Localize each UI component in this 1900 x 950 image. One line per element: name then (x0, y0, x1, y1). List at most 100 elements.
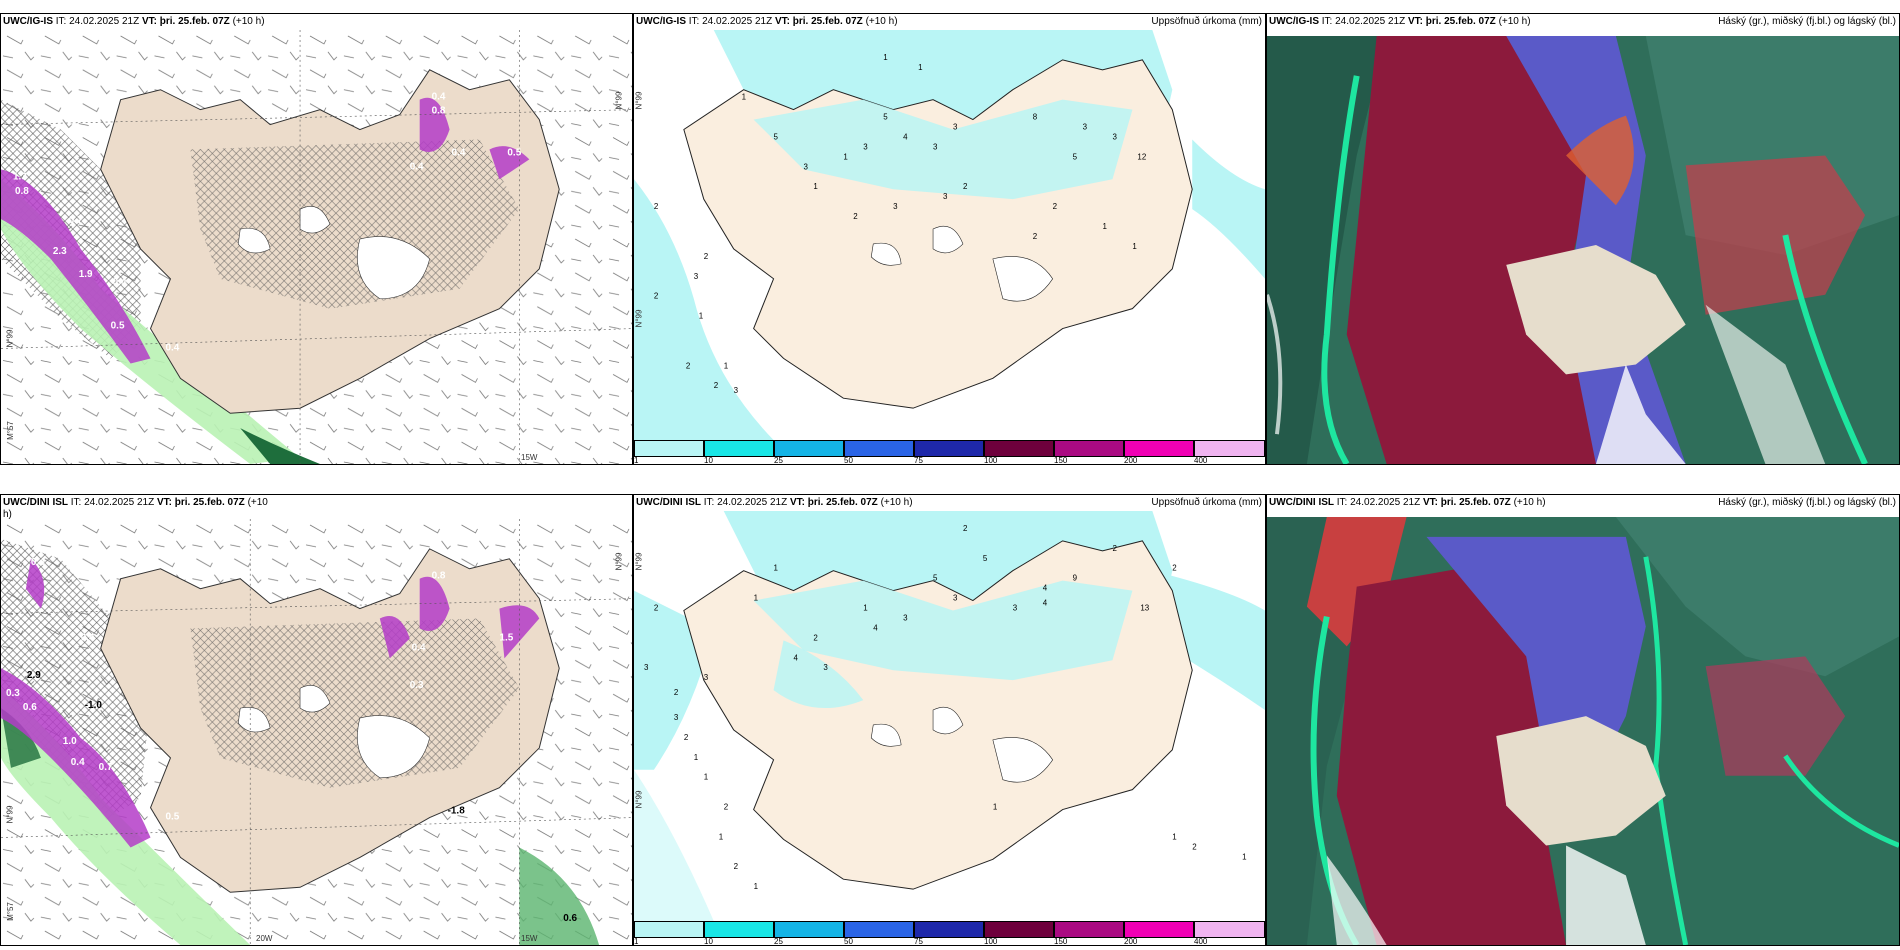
lead-time: (+10 h) (1498, 16, 1531, 27)
axis-label: 20W (256, 934, 273, 943)
precip-value: 2 (963, 182, 968, 191)
precip-value: 2 (734, 862, 739, 871)
colorbar-swatch (774, 440, 844, 457)
temp-label: 2.9 (27, 670, 41, 681)
colorbar-label: 150 (1054, 937, 1068, 946)
precip-value: 3 (644, 663, 649, 672)
valid-time: VT: þri. 25.feb. 07Z (774, 16, 863, 27)
precip-value: 1 (883, 53, 888, 62)
precip-value: 5 (883, 113, 888, 122)
precip-value: 1 (699, 312, 704, 321)
valid-time: VT: þri. 25.feb. 07Z (141, 16, 230, 27)
temp-label: 0.5 (165, 812, 179, 823)
panel-title: UWC/IG-IS IT: 24.02.2025 21Z VT: þri. 25… (1269, 16, 1531, 28)
panel-dini-precip: UWC/DINI ISL IT: 24.02.2025 21Z VT: þri.… (633, 494, 1266, 946)
precip-value: 1 (1172, 832, 1177, 841)
precip-value: 5 (933, 574, 938, 583)
panel-dini-clouds: UWC/DINI ISL IT: 24.02.2025 21Z VT: þri.… (1266, 494, 1900, 946)
precip-value: 3 (803, 162, 808, 171)
colorbar-swatch (704, 921, 774, 938)
lead-time: (+10 h) (880, 497, 913, 508)
colorbar-label: 200 (1124, 937, 1138, 946)
precip-value: 3 (694, 272, 699, 281)
precip-value: 2 (714, 381, 719, 390)
colorbar-swatch (634, 921, 704, 938)
temp-label: -1.8 (448, 806, 466, 817)
precip-value: 5 (774, 132, 779, 141)
map-area: 2 2 1 1 5 9 5 3 4 3 13 4 2 3 4 1 2 3 2 1 (634, 511, 1265, 921)
panel-title: UWC/IG-IS IT: 24.02.2025 21Z VT: þri. 25… (3, 16, 265, 28)
precip-value: 1 (863, 604, 868, 613)
colorbar-swatch (984, 921, 1054, 938)
colorbar-swatch (914, 440, 984, 457)
precip-value: 1 (918, 63, 923, 72)
precip-value: 2 (1053, 202, 1058, 211)
precip-value: 1 (719, 832, 724, 841)
colorbar-label: 10 (704, 456, 713, 465)
colorbar-swatch (1124, 440, 1194, 457)
temp-label: 0.4 (81, 632, 95, 643)
axis-label: N°99 (634, 552, 644, 571)
colorbar-label: 50 (844, 937, 853, 946)
lead-time: (+10 h) (232, 16, 265, 27)
precip-value: 2 (674, 688, 679, 697)
panel-title: UWC/DINI ISL IT: 24.02.2025 21Z VT: þri.… (3, 497, 268, 521)
precip-value: 4 (1043, 584, 1048, 593)
model-name: UWC/IG-IS (636, 16, 686, 27)
temp-label: 0.7 (99, 762, 113, 773)
panel-dini-wind: UWC/DINI ISL IT: 24.02.2025 21Z VT: þri.… (0, 494, 633, 946)
axis-label: 15W (521, 453, 538, 462)
lead-time: (+10 h) (1513, 497, 1546, 508)
precip-value: 2 (686, 361, 691, 370)
panel-title: UWC/IG-IS IT: 24.02.2025 21Z VT: þri. 25… (636, 16, 898, 28)
valid-time: VT: þri. 25.feb. 07Z (1422, 497, 1511, 508)
precip-value: 2 (704, 252, 709, 261)
precip-value: 4 (873, 623, 878, 632)
axis-label: N°99 (634, 309, 644, 328)
precip-value: 3 (823, 663, 828, 672)
precip-colorbar: 1 10 25 50 75 100 150 200 400 (634, 921, 1265, 945)
axis-label: N°99 (5, 805, 15, 824)
precip-value: 2 (1033, 232, 1038, 241)
axis-label: N°99 (634, 91, 644, 110)
precip-value: 2 (654, 202, 659, 211)
precip-value: 2 (654, 604, 659, 613)
axis-label: N°99 (5, 329, 15, 348)
precip-value: 1 (993, 803, 998, 812)
colorbar-swatch (1194, 440, 1265, 457)
precip-value: 1 (1242, 852, 1247, 861)
colorbar-label: 400 (1194, 937, 1208, 946)
init-time: IT: 24.02.2025 21Z (70, 497, 155, 508)
precip-value: 2 (813, 633, 818, 642)
model-name: UWC/DINI ISL (3, 497, 68, 508)
precip-value: 2 (654, 292, 659, 301)
precip-value: 3 (953, 123, 958, 132)
temp-label: 0.4 (452, 147, 466, 158)
temp-label: 0.4 (71, 757, 85, 768)
precip-value: 1 (813, 182, 818, 191)
precip-value: 13 (1140, 604, 1149, 613)
init-time: IT: 24.02.2025 21Z (1336, 497, 1421, 508)
map-area (1267, 36, 1899, 464)
product-title: Uppsöfnuð úrkoma (mm) (1151, 16, 1262, 27)
product-title: Háský (gr.), miðský (fj.bl.) og lágský (… (1718, 16, 1896, 27)
precip-value: 3 (1013, 604, 1018, 613)
colorbar-swatch (1124, 921, 1194, 938)
temp-label: 1.9 (79, 269, 93, 280)
precip-value: 1 (1103, 222, 1108, 231)
colorbar-swatch (914, 921, 984, 938)
init-time: IT: 24.02.2025 21Z (688, 16, 773, 27)
init-time: IT: 24.02.2025 21Z (55, 16, 140, 27)
precip-value: 2 (1112, 544, 1117, 553)
init-time: IT: 24.02.2025 21Z (1321, 16, 1406, 27)
colorbar-swatch (1194, 921, 1265, 938)
colorbar-label: 400 (1194, 456, 1208, 465)
panel-ig-is-wind: UWC/IG-IS IT: 24.02.2025 21Z VT: þri. 25… (0, 13, 633, 465)
valid-time: VT: þri. 25.feb. 07Z (156, 497, 245, 508)
valid-time: VT: þri. 25.feb. 07Z (789, 497, 878, 508)
colorbar-label: 150 (1054, 456, 1068, 465)
product-title: Háský (gr.), miðský (fj.bl.) og lágský (… (1718, 497, 1896, 508)
precip-value: 1 (704, 773, 709, 782)
precip-value: 1 (694, 753, 699, 762)
map-area: 1 1 1 5 5 1 3 4 3 3 2 8 3 5 12 3 3 1 2 3 (634, 30, 1265, 440)
